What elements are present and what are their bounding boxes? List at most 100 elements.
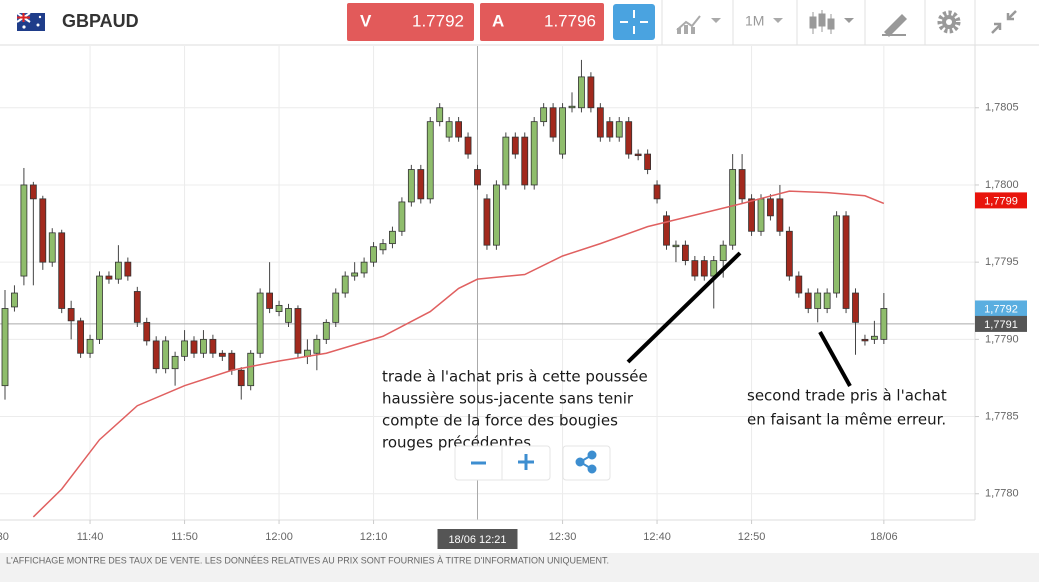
annotation-line: haussière sous-jacente sans tenir — [382, 390, 634, 408]
x-tick-label: 11:50 — [171, 531, 198, 543]
y-tick-label: 1,7795 — [985, 256, 1019, 268]
y-tick-label: 1,7785 — [985, 410, 1019, 422]
candle-body — [181, 340, 188, 357]
annotation-arrow — [626, 251, 742, 364]
moving-average — [32, 190, 885, 518]
annotation-line: trade à l'achat pris à cette poussée — [382, 368, 648, 386]
candle-body — [606, 121, 614, 138]
timeframe[interactable]: 1M — [745, 13, 764, 29]
candle-body — [634, 153, 642, 157]
candle-body — [474, 169, 481, 186]
candle-body — [275, 304, 283, 312]
x-tick-label: 12:30 — [549, 531, 577, 543]
candle-body — [105, 275, 113, 280]
price-tag-label: 1,7799 — [984, 195, 1018, 207]
candle-body — [804, 292, 812, 309]
share-button[interactable] — [562, 445, 611, 481]
candle-body — [757, 198, 765, 232]
candle-body — [861, 338, 869, 342]
candle-body — [332, 292, 340, 323]
candle-body — [228, 352, 236, 371]
crosshair-price — [975, 315, 1027, 332]
sell-price[interactable]: 1.7792 — [412, 11, 464, 30]
x-tick-label: 11:30 — [0, 531, 9, 543]
settings-button[interactable] — [937, 10, 961, 34]
candle-body — [511, 136, 519, 155]
candle-body — [682, 244, 689, 262]
candle-body — [738, 169, 746, 200]
candle-body — [795, 275, 803, 294]
candle-body — [1, 308, 9, 387]
x-tick-label: 12:50 — [738, 531, 766, 543]
candle-body — [124, 261, 132, 277]
candle-body — [540, 107, 548, 123]
candle-body — [360, 261, 368, 274]
candle-body — [833, 215, 840, 294]
candle-body — [880, 308, 888, 340]
candle-body — [748, 198, 755, 232]
candle-type-button[interactable] — [809, 10, 854, 34]
candle-body — [700, 260, 708, 277]
candle-body — [417, 169, 425, 200]
candle-body — [530, 121, 538, 186]
candle-body — [464, 136, 472, 155]
candle-body — [644, 153, 651, 170]
candle-body — [483, 198, 491, 246]
candle-body — [133, 291, 141, 323]
header: GBPAUD V 1.7792 A 1.7796 1M — [0, 0, 1039, 46]
candle-body — [492, 184, 500, 246]
crosshair-icon — [620, 10, 648, 34]
candle-body — [143, 321, 151, 342]
flag — [16, 12, 45, 31]
candle-body — [200, 338, 207, 354]
candle-body — [719, 244, 727, 262]
x-tick-label: 12:00 — [265, 531, 293, 543]
candle-body — [237, 369, 245, 387]
candle-body — [256, 292, 264, 354]
candle-body — [39, 198, 47, 263]
share-icon — [575, 450, 597, 474]
candle-body — [596, 107, 604, 138]
candle-body — [568, 105, 576, 109]
candle-body — [29, 184, 37, 200]
buy-label[interactable]: A — [492, 11, 504, 30]
disclaimer: L'AFFICHAGE MONTRE DES TAUX DE VENTE. LE… — [6, 555, 609, 565]
price-tag — [975, 192, 1027, 209]
candle-body — [86, 338, 94, 354]
candle-body — [436, 107, 444, 123]
candle-body — [549, 107, 557, 138]
candle-body — [190, 340, 198, 354]
crosshair-button[interactable] — [613, 4, 655, 40]
annotation-arrow — [818, 331, 852, 387]
y-tick-label: 1,7780 — [985, 488, 1019, 500]
candle-body — [389, 230, 396, 245]
chart-type-button[interactable] — [676, 15, 721, 34]
y-tick-label: 1,7805 — [985, 102, 1019, 114]
candle-body — [842, 215, 850, 309]
crosshair-time-label: 18/06 12:21 — [448, 534, 506, 546]
plot — [0, 46, 975, 520]
buy-price[interactable]: 1.7796 — [544, 11, 596, 30]
x-tick-label: 12:10 — [360, 531, 388, 543]
candle-body — [77, 320, 84, 354]
sell-label[interactable]: V — [360, 11, 372, 30]
price-tag — [975, 300, 1027, 317]
zoom-controls — [454, 445, 611, 481]
buy-button[interactable] — [480, 3, 604, 41]
timeframe-caret[interactable] — [773, 18, 783, 23]
candle-body — [455, 121, 463, 138]
candle-body — [814, 292, 822, 309]
candle-body — [407, 169, 415, 203]
sell-button[interactable] — [347, 3, 474, 41]
candle-body — [351, 272, 359, 277]
header-separators — [661, 0, 976, 45]
drawing-tool-button[interactable] — [882, 14, 907, 37]
footer-bar — [0, 553, 1039, 582]
candle-body — [322, 321, 330, 340]
zoom-in[interactable] — [518, 454, 534, 470]
candle-body — [663, 215, 670, 246]
collapse-button[interactable] — [991, 10, 1017, 34]
annotation-2: second trade pris à l'achat en faisant l… — [747, 331, 947, 429]
